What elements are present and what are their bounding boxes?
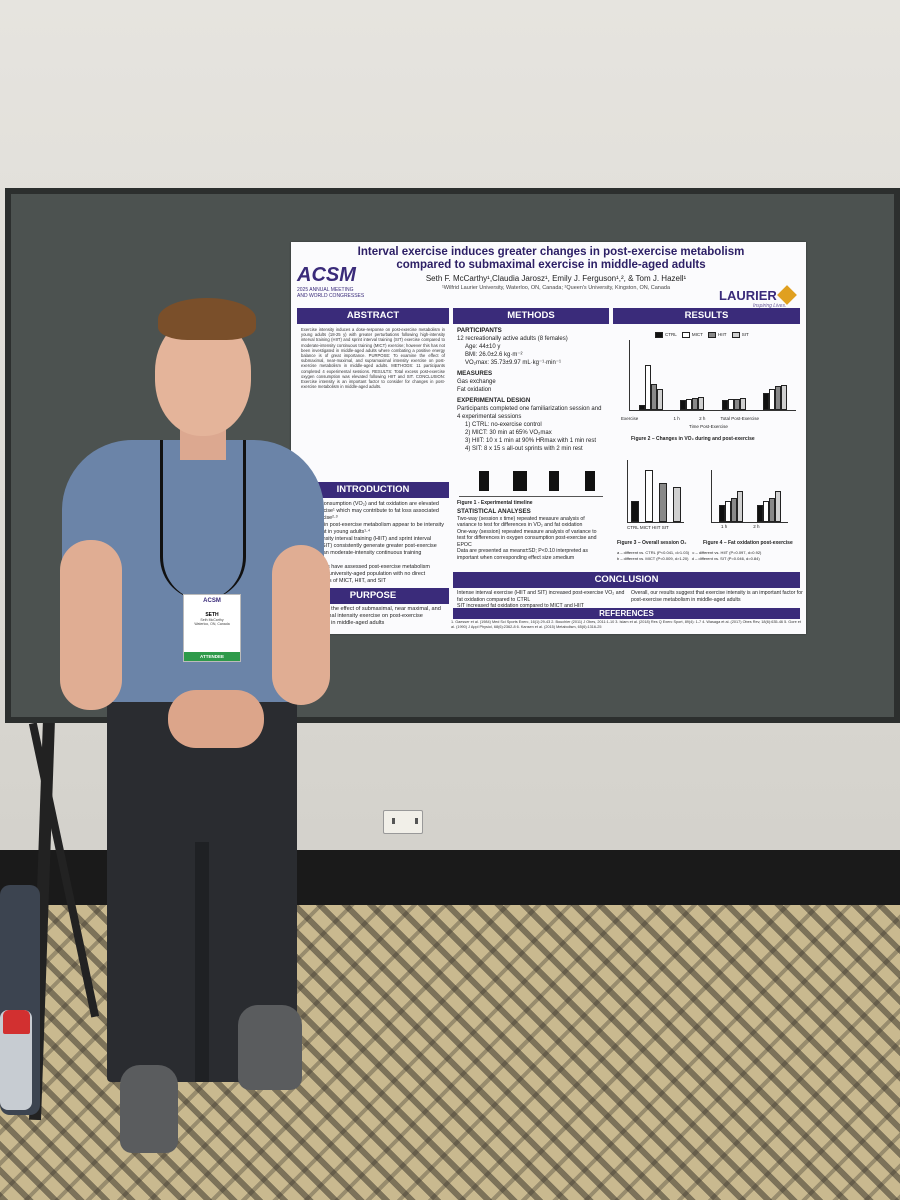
figure-2-caption: Figure 2 – Changes in VO₂ during and pos… [631,436,755,442]
references-text: 1. Gaesser et al. (1984) Med Sci Sports … [451,620,801,629]
methods-content: PARTICIPANTS 12 recreationally active ad… [457,327,602,452]
lanyard [160,440,246,600]
chart-bar [725,501,731,522]
chart-bar [650,383,657,410]
chart-bar [698,396,705,410]
column-middle: METHODS PARTICIPANTS 12 recreationally a… [453,308,609,561]
chart-bar [680,399,687,410]
figure-4-caption: Figure 4 – Fat oxidation post-exercise [703,540,793,546]
person-hair [158,298,256,340]
chart-bar [757,504,763,522]
chart-bar [727,398,734,410]
person-arm-right [272,545,330,705]
chart-bar [731,497,737,522]
figure-3-caption: Figure 3 – Overall session O₂ [617,540,687,546]
chart-bar [692,397,699,410]
stats-content: STATISTICAL ANALYSES Two-way (session x … [457,508,597,561]
research-poster: ACSM 2025 ANNUAL MEETING AND WORLD CONGR… [291,242,806,634]
fig2-x-labels: Exercise 1 h 2 h Total Post-Exercise [621,416,760,421]
acsm-logo: ACSM 2025 ANNUAL MEETING AND WORLD CONGR… [297,264,365,299]
chart-bar [644,470,654,522]
purpose-text: To examine the effect of submaximal, nea… [301,606,441,626]
chart-bar [719,504,725,522]
poster-authors: Seth F. McCarthy¹,Claudia Jarosz¹, Emily… [425,274,687,283]
poster-title: Interval exercise induces greater change… [357,246,745,271]
column-right: RESULTS [613,308,800,324]
purpose-header: PURPOSE [297,588,449,604]
fig3-x-labels: CTRL MICT HIIT SIT [627,525,669,530]
chart-bar [739,397,746,410]
water-bottle-cap [3,1010,30,1034]
references-header: REFERENCES [453,608,800,619]
chart-bar [638,404,645,410]
person-arm-left [60,540,122,710]
chart-bar [775,386,782,410]
introduction-header: INTRODUCTION [297,482,449,498]
timeline-figure [459,456,603,497]
results-footnotes: a – different vs. CTRL (P<0.041, d>1.03)… [617,550,762,561]
conclusion-header: CONCLUSION [453,572,800,588]
laurier-logo: LAURIER [719,285,797,305]
fig2-legend: CTRL MICT HIIT SIT [651,332,749,338]
chart-bar [769,497,775,522]
chart-bar [644,364,651,410]
chart-bar [721,399,728,410]
chart-bar [686,398,693,410]
person-hands [168,690,264,748]
intro-points: Oxygen consumption (VO₂) and fat oxidati… [301,501,444,584]
person-shoe-right [238,1005,302,1090]
chart-bar [658,482,668,522]
chart-bar [763,392,770,410]
poster-affiliation: ¹Wilfrid Laurier University, Waterloo, O… [441,285,671,291]
power-outlet [383,810,423,834]
methods-header: METHODS [453,308,609,324]
chart-bar [737,490,743,522]
fig2-chart [629,340,796,411]
conclusion-right: Overall, our results suggest that exerci… [631,590,803,603]
chart-bar [733,398,740,410]
chart-bar [769,389,776,410]
fig3-chart [627,460,684,523]
maple-leaf-icon [776,285,797,305]
chart-bar [656,389,663,410]
chart-bar [630,501,640,522]
chart-bar [672,486,682,522]
fig4-chart [711,470,788,523]
chart-bar [781,384,788,410]
person-shoe-left [120,1065,178,1153]
column-left: ABSTRACT Exercise intensity induces a do… [297,308,449,627]
figure-1-caption: Figure 1 - Experimental timeline [457,500,533,506]
name-badge: ACSM SETH Seth McCarthy Waterloo, ON, Ca… [183,594,241,662]
chart-bar [763,501,769,522]
conclusion-left: Intense interval exercise (HIIT and SIT)… [457,590,625,609]
abstract-header: ABSTRACT [297,308,449,324]
results-header: RESULTS [613,308,800,324]
chart-bar [775,490,781,522]
abstract-text: Exercise intensity induces a dose-respon… [301,327,445,390]
fig2-xlabel: Time Post-Exercise [689,424,728,429]
laurier-tagline: Inspiring Lives. [753,303,787,309]
